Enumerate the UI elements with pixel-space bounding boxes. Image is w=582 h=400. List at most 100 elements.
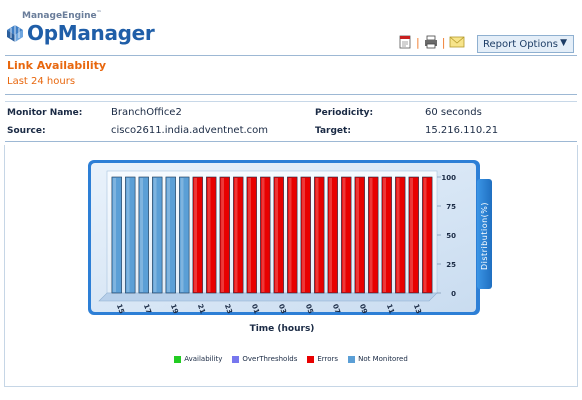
x-tick-label: 13 xyxy=(412,303,423,315)
bar-highlight xyxy=(396,178,400,292)
legend-label: Errors xyxy=(317,355,339,363)
bar-errors xyxy=(381,176,392,294)
toolbar-separator: | xyxy=(441,35,446,49)
bar-errors xyxy=(395,176,406,294)
bar-errors xyxy=(219,176,230,294)
legend-swatch xyxy=(348,355,356,363)
bar-errors xyxy=(408,176,419,294)
legend-label: Availability xyxy=(184,355,223,363)
source-value: cisco2611.india.adventnet.com xyxy=(111,125,269,136)
x-tick-label: 21 xyxy=(196,303,207,315)
bar-highlight xyxy=(113,178,117,292)
bar-errors xyxy=(341,176,352,294)
availability-chart: 100 75 50 25 0 15 17 19 21 23 01 03 05 07 09 11 13 Dist… xyxy=(88,160,492,334)
monitor-info-table: Monitor Name: BranchOffice2 Periodicity:… xyxy=(5,101,577,141)
bar-highlight xyxy=(302,178,306,292)
bar-highlight xyxy=(315,178,319,292)
plot-floor xyxy=(98,292,438,302)
bar-highlight xyxy=(207,178,211,292)
email-icon[interactable] xyxy=(449,35,465,49)
bar-highlight xyxy=(261,178,265,292)
report-toolbar: | | xyxy=(398,34,465,50)
legend-swatch xyxy=(174,355,182,363)
x-tick-label: 09 xyxy=(358,303,369,315)
brand-vendor: ManageEngine™ xyxy=(22,10,102,21)
bar-errors xyxy=(300,176,311,294)
bar-highlight xyxy=(342,178,346,292)
x-tick-label: 01 xyxy=(250,303,261,315)
legend-label: Not Monitored xyxy=(358,355,408,363)
source-label: Source: xyxy=(7,126,46,136)
target-value: 15.216.110.21 xyxy=(425,125,499,136)
x-tick-label: 03 xyxy=(277,303,288,315)
bar-not-monitored xyxy=(111,176,122,294)
toolbar-separator: | xyxy=(416,35,420,49)
legend-swatch xyxy=(307,355,315,363)
x-axis-title: Time (hours) xyxy=(250,324,315,334)
bar-highlight xyxy=(383,178,387,292)
x-tick-label: 23 xyxy=(223,303,234,315)
bar-highlight xyxy=(288,178,292,292)
y-axis-tab xyxy=(477,179,492,289)
bar-errors xyxy=(192,176,203,294)
monitor-name-label: Monitor Name: xyxy=(7,108,83,118)
bar-errors xyxy=(368,176,379,294)
brand-product: OpManager xyxy=(27,21,155,45)
title-divider xyxy=(5,94,577,95)
bar-highlight xyxy=(180,178,184,292)
legend-swatch xyxy=(232,355,240,363)
y-tick-label: 0 xyxy=(451,290,456,298)
info-divider xyxy=(5,141,577,142)
bar-highlight xyxy=(423,178,427,292)
opmanager-logo-icon xyxy=(7,25,23,42)
x-tick-label: 07 xyxy=(331,303,342,315)
periodicity-label: Periodicity: xyxy=(315,108,374,118)
legend-item: Not Monitored xyxy=(348,355,408,363)
bar-highlight xyxy=(126,178,130,292)
bar-highlight xyxy=(248,178,252,292)
bar-highlight xyxy=(153,178,157,292)
bar-errors xyxy=(246,176,257,294)
report-period: Last 24 hours xyxy=(7,76,76,87)
report-title: Link Availability xyxy=(7,59,107,72)
legend-item: OverThresholds xyxy=(232,355,297,363)
x-tick-label: 11 xyxy=(385,303,396,315)
bar-highlight xyxy=(221,178,225,292)
bar-not-monitored xyxy=(125,176,136,294)
bar-errors xyxy=(260,176,271,294)
bar-highlight xyxy=(369,178,373,292)
x-tick-label: 05 xyxy=(304,303,315,315)
bar-highlight xyxy=(234,178,238,292)
x-tick-label: 17 xyxy=(142,303,153,315)
chevron-down-icon: ▼ xyxy=(560,38,567,48)
bar-highlight xyxy=(275,178,279,292)
bar-errors xyxy=(327,176,338,294)
y-tick-label: 100 xyxy=(441,174,456,182)
legend-label: OverThresholds xyxy=(242,355,298,363)
report-options-button[interactable]: Report Options ▼ xyxy=(477,35,574,53)
bar-highlight xyxy=(140,178,144,292)
periodicity-value: 60 seconds xyxy=(425,107,482,118)
y-tick-label: 25 xyxy=(446,261,456,269)
legend-item: Availability xyxy=(174,355,222,363)
y-axis-title: Distribution(%) xyxy=(480,202,489,270)
bar-highlight xyxy=(329,178,333,292)
bar-not-monitored xyxy=(165,176,176,294)
bar-highlight xyxy=(410,178,414,292)
print-icon[interactable] xyxy=(424,35,438,49)
target-label: Target: xyxy=(315,126,351,136)
report-options-label: Report Options xyxy=(483,38,558,50)
bar-errors xyxy=(287,176,298,294)
bar-highlight xyxy=(194,178,198,292)
x-tick-label: 19 xyxy=(169,303,180,315)
header-divider xyxy=(5,55,577,56)
app-header: ManageEngine™ OpManager | | Report Optio… xyxy=(0,0,582,54)
bar-errors xyxy=(273,176,284,294)
bar-highlight xyxy=(167,178,171,292)
legend-item: Errors xyxy=(307,355,338,363)
bar-not-monitored xyxy=(179,176,190,294)
pdf-icon[interactable] xyxy=(398,35,412,49)
x-tick-label: 15 xyxy=(115,303,126,315)
chart-legend: Availability OverThresholds Errors Not Moni… xyxy=(0,355,582,363)
bar-errors xyxy=(314,176,325,294)
